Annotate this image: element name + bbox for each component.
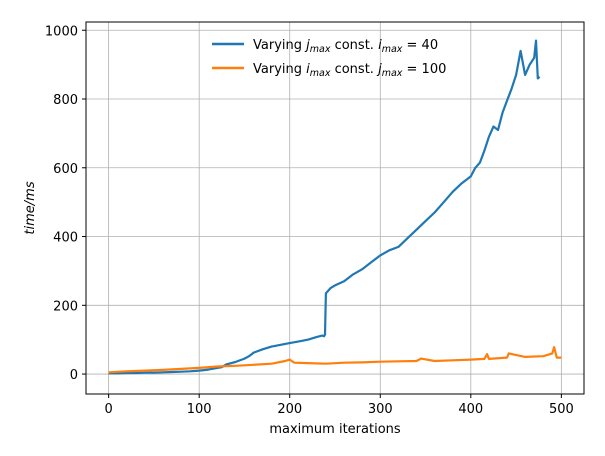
legend-label-2: Varying imax const. jmax = 100 [253, 62, 446, 79]
series-line-1 [108, 39, 541, 375]
x-tick-label: 0 [104, 402, 112, 417]
y-tick-label: 800 [53, 93, 78, 108]
y-tick-label: 1000 [45, 24, 78, 39]
x-tick-label: 400 [458, 402, 483, 417]
y-axis-label: time/ms [23, 181, 38, 234]
grid-lines [86, 22, 584, 394]
x-tick-label: 500 [549, 402, 574, 417]
plot-lines [108, 39, 562, 375]
x-tick-label: 200 [277, 402, 302, 417]
legend: Varying jmax const. imax = 40 Varying ima… [212, 38, 446, 79]
x-axis-label: maximum iterations [269, 422, 401, 437]
y-tick-label: 400 [53, 231, 78, 246]
x-tick-label: 300 [368, 402, 393, 417]
legend-label-1: Varying jmax const. imax = 40 [253, 38, 438, 55]
x-tick-label: 100 [187, 402, 212, 417]
y-tick-label: 200 [53, 299, 78, 314]
y-tick-label: 600 [53, 162, 78, 177]
y-axis-label-text: time/ms [23, 181, 38, 234]
y-tick-label: 0 [70, 368, 78, 383]
series-line-2 [108, 346, 562, 374]
plot-frame [85, 21, 585, 395]
axis-ticks: 0 100 200 300 400 500 0 200 400 600 800 1000 [45, 24, 574, 417]
